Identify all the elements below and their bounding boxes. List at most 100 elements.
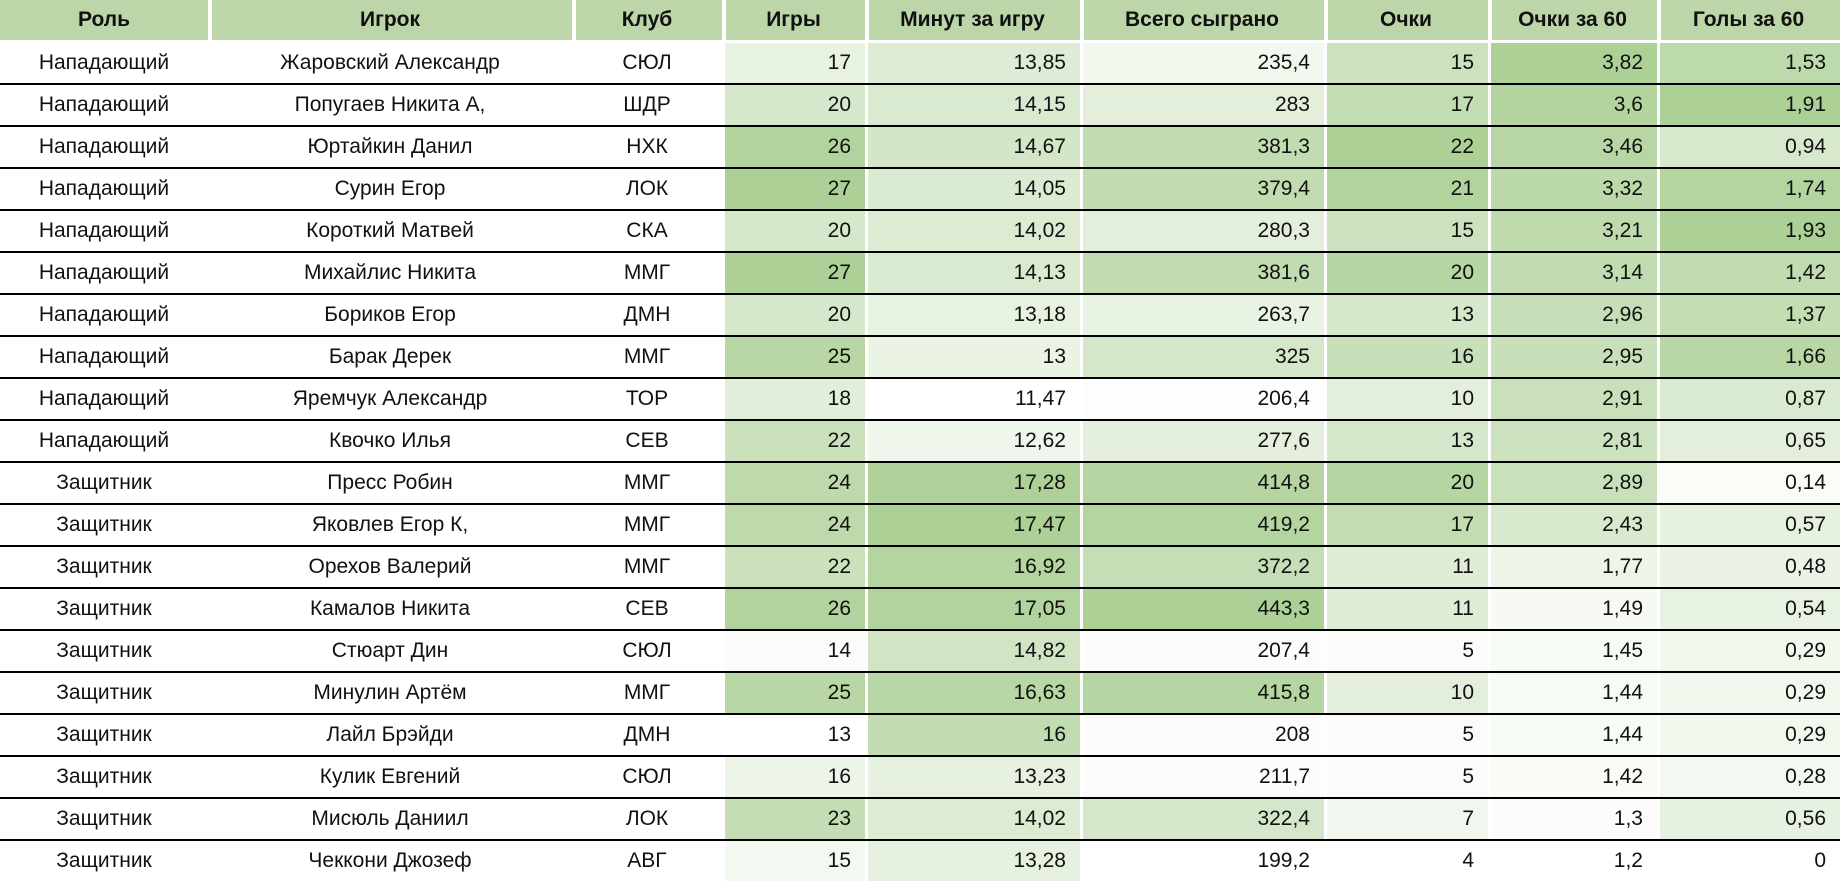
- cell-min_per_game: 13,85: [865, 41, 1080, 85]
- cell-goals_per_60: 0,65: [1657, 420, 1840, 463]
- table-row: Защитник Яковлев Егор К, ММГ 24 17,47 419,2 17…: [0, 504, 1840, 547]
- cell-games: 22: [722, 420, 865, 463]
- table-row: Защитник Кулик Евгений СЮЛ 16 13,23 211,7 5 1,4…: [0, 756, 1840, 799]
- cell-points_per_60: 1,2: [1488, 840, 1657, 881]
- cell-points: 13: [1324, 420, 1488, 463]
- cell-min_per_game: 17,28: [865, 462, 1080, 505]
- cell-player: Сурин Егор: [208, 168, 572, 211]
- cell-club: ДМН: [572, 714, 722, 757]
- cell-min_per_game: 16: [865, 714, 1080, 757]
- table-row: Защитник Камалов Никита СЕВ 26 17,05 443,3 11 1…: [0, 588, 1840, 631]
- column-header-points: Очки: [1324, 0, 1488, 43]
- cell-role: Защитник: [0, 714, 208, 757]
- cell-points: 5: [1324, 630, 1488, 673]
- cell-role: Нападающий: [0, 126, 208, 169]
- cell-player: Яремчук Александр: [208, 378, 572, 421]
- cell-player: Попугаев Никита А,: [208, 84, 572, 127]
- cell-club: ЛОК: [572, 168, 722, 211]
- cell-total_played: 208: [1080, 714, 1324, 757]
- cell-points: 5: [1324, 714, 1488, 757]
- cell-goals_per_60: 0,29: [1657, 714, 1840, 757]
- column-header-total_played: Всего сыграно: [1080, 0, 1324, 43]
- cell-points_per_60: 3,6: [1488, 84, 1657, 127]
- table-row: Нападающий Квочко Илья СЕВ 22 12,62 277,6 13 2,…: [0, 420, 1840, 463]
- cell-games: 18: [722, 378, 865, 421]
- cell-min_per_game: 16,63: [865, 672, 1080, 715]
- cell-total_played: 381,6: [1080, 252, 1324, 295]
- cell-club: ММГ: [572, 546, 722, 589]
- cell-role: Нападающий: [0, 168, 208, 211]
- cell-role: Нападающий: [0, 41, 208, 85]
- table-row: Защитник Минулин Артём ММГ 25 16,63 415,8 10 1,…: [0, 672, 1840, 715]
- cell-player: Лайл Брэйди: [208, 714, 572, 757]
- cell-player: Короткий Матвей: [208, 210, 572, 253]
- cell-player: Пресс Робин: [208, 462, 572, 505]
- cell-total_played: 277,6: [1080, 420, 1324, 463]
- column-header-player: Игрок: [208, 0, 572, 43]
- cell-role: Защитник: [0, 462, 208, 505]
- cell-points: 10: [1324, 672, 1488, 715]
- table-row: Защитник Стюарт Дин СЮЛ 14 14,82 207,4 5 1,45 0,…: [0, 630, 1840, 673]
- cell-points_per_60: 1,3: [1488, 798, 1657, 841]
- cell-player: Квочко Илья: [208, 420, 572, 463]
- cell-points: 15: [1324, 41, 1488, 85]
- cell-role: Защитник: [0, 798, 208, 841]
- cell-min_per_game: 14,67: [865, 126, 1080, 169]
- cell-role: Нападающий: [0, 84, 208, 127]
- cell-player: Бориков Егор: [208, 294, 572, 337]
- cell-points: 7: [1324, 798, 1488, 841]
- cell-club: ДМН: [572, 294, 722, 337]
- cell-points: 4: [1324, 840, 1488, 881]
- cell-club: СЮЛ: [572, 756, 722, 799]
- column-header-min_per_game: Минут за игру: [865, 0, 1080, 43]
- cell-games: 20: [722, 210, 865, 253]
- cell-games: 20: [722, 294, 865, 337]
- cell-total_played: 207,4: [1080, 630, 1324, 673]
- cell-role: Нападающий: [0, 294, 208, 337]
- cell-club: НХК: [572, 126, 722, 169]
- column-header-role: Роль: [0, 0, 208, 43]
- cell-min_per_game: 17,47: [865, 504, 1080, 547]
- cell-goals_per_60: 0,29: [1657, 672, 1840, 715]
- cell-games: 24: [722, 504, 865, 547]
- cell-total_played: 414,8: [1080, 462, 1324, 505]
- cell-total_played: 443,3: [1080, 588, 1324, 631]
- cell-club: СЕВ: [572, 588, 722, 631]
- cell-points_per_60: 3,46: [1488, 126, 1657, 169]
- cell-club: ММГ: [572, 336, 722, 379]
- cell-player: Минулин Артём: [208, 672, 572, 715]
- cell-min_per_game: 11,47: [865, 378, 1080, 421]
- cell-points_per_60: 2,81: [1488, 420, 1657, 463]
- cell-min_per_game: 17,05: [865, 588, 1080, 631]
- cell-total_played: 235,4: [1080, 41, 1324, 85]
- cell-min_per_game: 14,15: [865, 84, 1080, 127]
- cell-min_per_game: 12,62: [865, 420, 1080, 463]
- cell-player: Кулик Евгений: [208, 756, 572, 799]
- table-row: Нападающий Жаровский Александр СЮЛ 17 13,85 2…: [0, 41, 1840, 85]
- cell-role: Нападающий: [0, 210, 208, 253]
- table-header: Роль Игрок Клуб Игры Минут за игру Всего сыгр…: [0, 0, 1840, 43]
- cell-total_played: 381,3: [1080, 126, 1324, 169]
- cell-points: 13: [1324, 294, 1488, 337]
- cell-player: Чеккони Джозеф: [308, 849, 472, 872]
- cell-games: 25: [722, 336, 865, 379]
- cell-games: 24: [722, 462, 865, 505]
- cell-club: СЕВ: [572, 420, 722, 463]
- cell-min_per_game: 13,23: [865, 756, 1080, 799]
- table-row: Нападающий Михайлис Никита ММГ 27 14,13 381,6…: [0, 252, 1840, 295]
- cell-player: Барак Дерек: [208, 336, 572, 379]
- cell-points_per_60: 3,21: [1488, 210, 1657, 253]
- cell-goals_per_60: 0,57: [1657, 504, 1840, 547]
- cell-goals_per_60: 1,53: [1657, 41, 1840, 85]
- cell-min_per_game: 14,13: [865, 252, 1080, 295]
- cell-total_played: 206,4: [1080, 378, 1324, 421]
- cell-points_per_60: 1,49: [1488, 588, 1657, 631]
- cell-points: 5: [1324, 756, 1488, 799]
- cell-min_per_game: 14,05: [865, 168, 1080, 211]
- cell-role: Защитник: [0, 630, 208, 673]
- cell-points_per_60: 1,77: [1488, 546, 1657, 589]
- cell-points_per_60: 1,42: [1488, 756, 1657, 799]
- cell-player: Камалов Никита: [208, 588, 572, 631]
- column-header-club: Клуб: [572, 0, 722, 43]
